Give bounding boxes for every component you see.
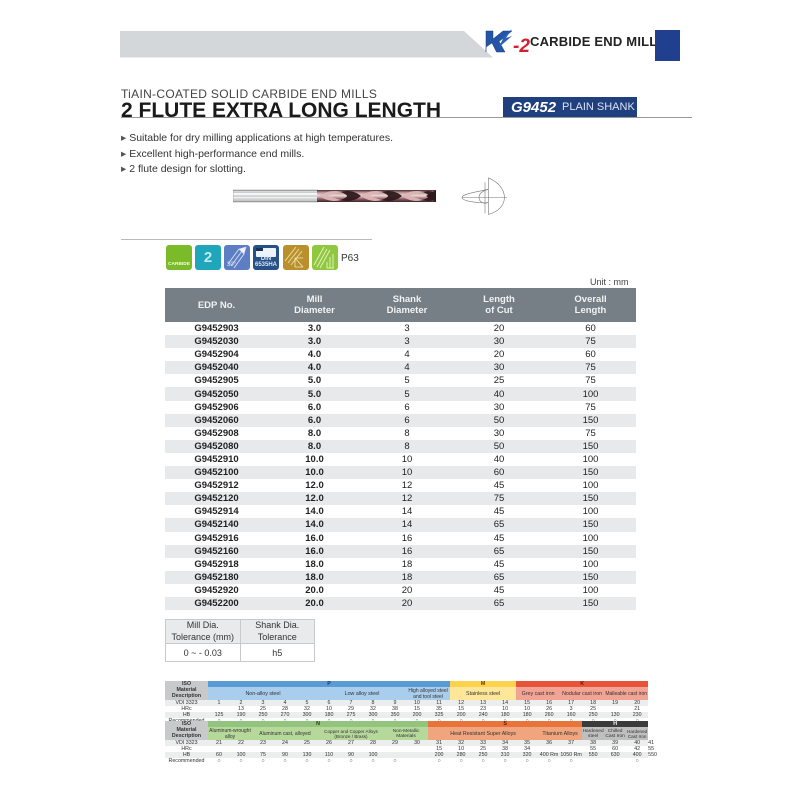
svg-text:-2: -2 [513,36,530,54]
